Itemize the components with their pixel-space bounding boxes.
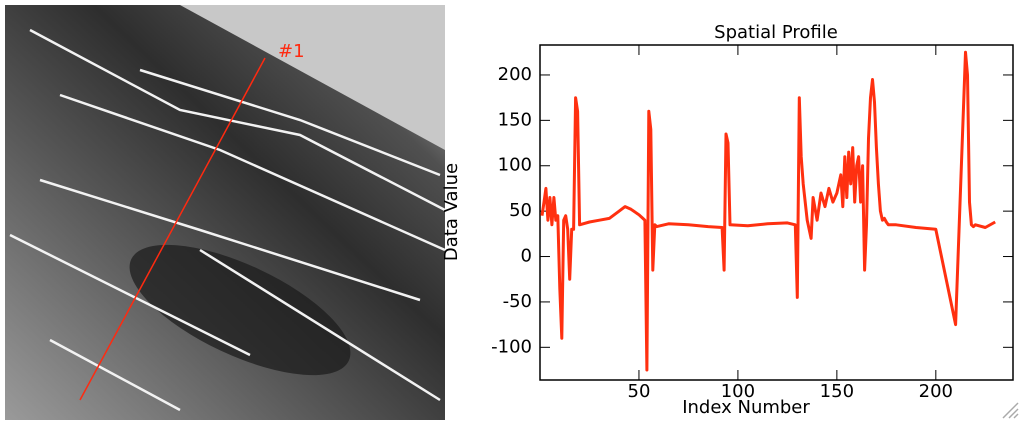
x-tick-label: 50 — [628, 381, 651, 402]
profile-label: #1 — [278, 41, 305, 62]
y-tick-label: 200 — [498, 64, 532, 85]
y-tick-label: -50 — [503, 291, 532, 312]
y-axis-label: Data Value — [441, 163, 462, 261]
dark-area — [129, 244, 351, 376]
ridges — [9, 28, 446, 412]
image-view: #1 — [5, 5, 446, 420]
x-tick-label: 100 — [721, 381, 755, 402]
chart-title: Spatial Profile — [714, 22, 838, 43]
x-tick-label: 200 — [919, 381, 953, 402]
bright-area — [180, 5, 445, 150]
x-tick-label: 150 — [820, 381, 854, 402]
y-tick-label: 100 — [498, 155, 532, 176]
y-tick-label: 50 — [509, 200, 532, 221]
x-axis-label: Index Number — [682, 397, 810, 418]
y-tick-label: -100 — [491, 336, 532, 357]
y-tick-label: 150 — [498, 109, 532, 130]
profile-line — [540, 50, 996, 372]
chart: Spatial Profile Index Number Data Value … — [441, 22, 1014, 418]
y-tick-label: 0 — [521, 246, 532, 267]
plot-frame — [539, 44, 1014, 381]
profile-line — [79, 57, 266, 401]
resize-grip — [1002, 402, 1019, 419]
